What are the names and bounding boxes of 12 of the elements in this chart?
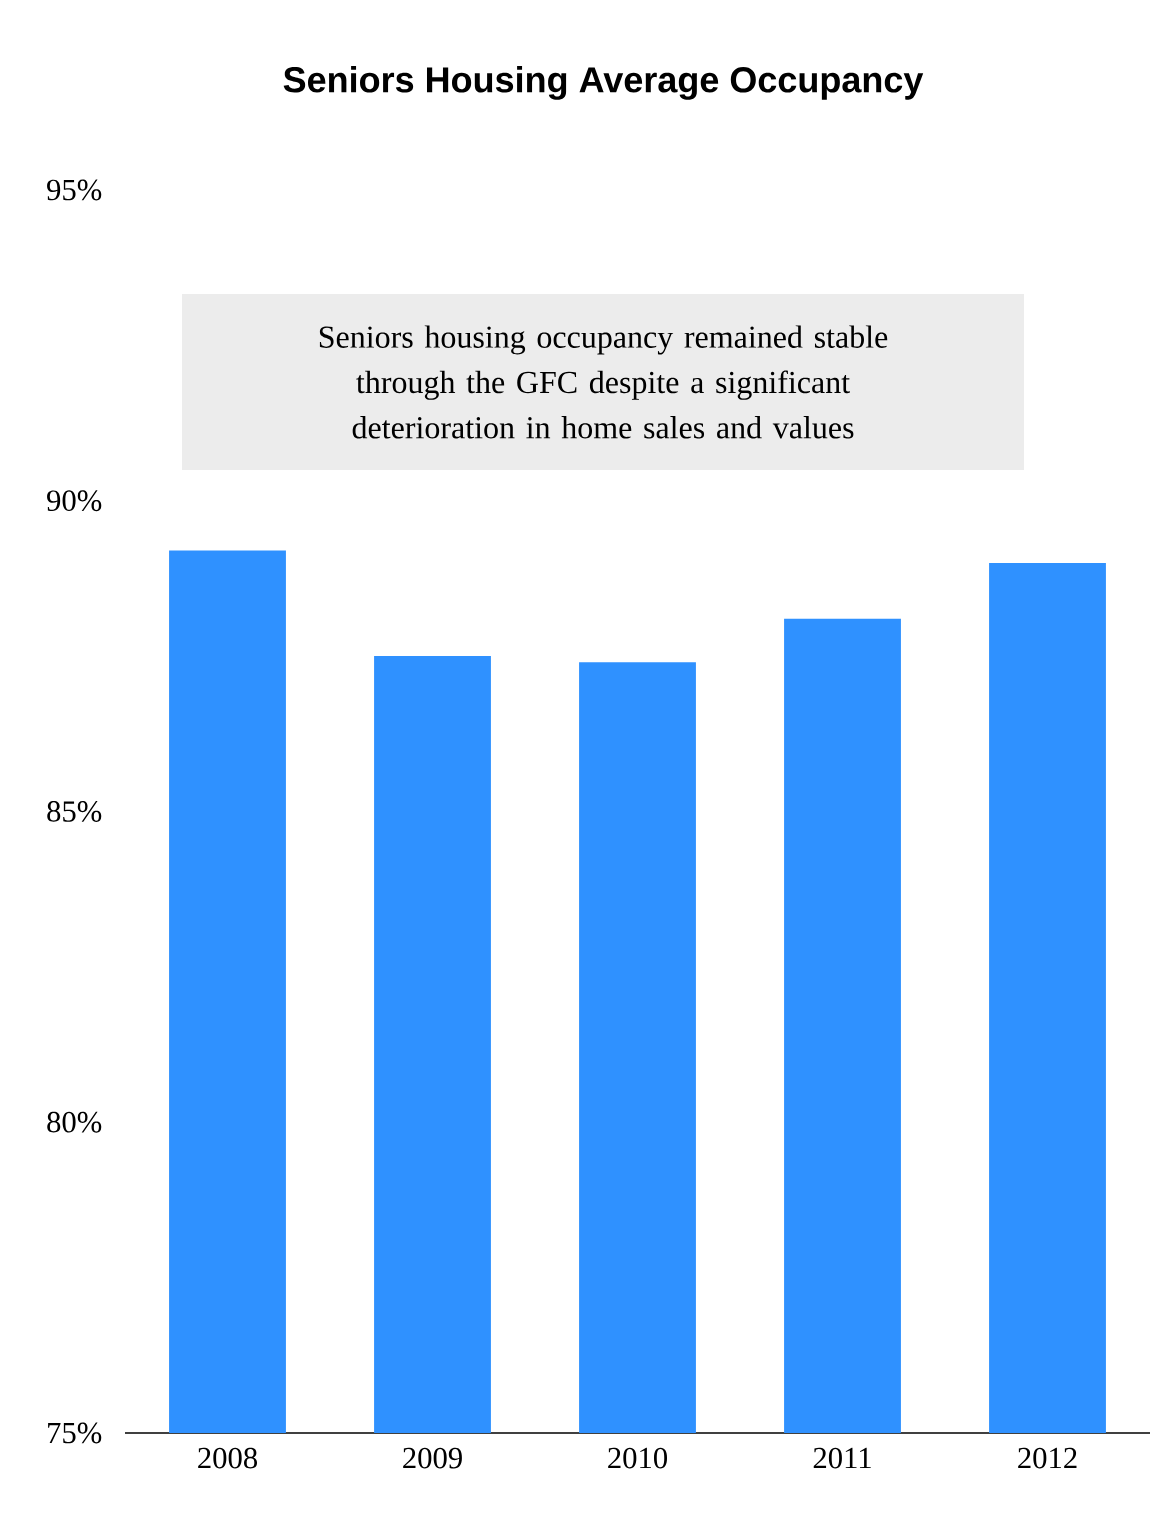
annotation: Seniors housing occupancy remained stable through the GFC despite a significant deterioration in home sales and values xyxy=(319,325,888,439)
x-tick-label: 2012 xyxy=(1018,1447,1077,1469)
x-tick-label: 2008 xyxy=(198,1447,258,1469)
y-tick-label: 75% xyxy=(48,1422,102,1444)
y-tick-label: 90% xyxy=(47,490,102,512)
x-tick-label: 2009 xyxy=(403,1447,462,1469)
y-tick-label: 85% xyxy=(47,801,102,822)
x-tick-label: 2010 xyxy=(608,1447,668,1469)
chart-title: Seniors Housing Average Occupancy xyxy=(283,66,924,100)
y-tick-label: 95% xyxy=(47,179,102,201)
y-tick-label: 80% xyxy=(47,1111,102,1133)
x-tick-label: 2011 xyxy=(813,1447,871,1469)
